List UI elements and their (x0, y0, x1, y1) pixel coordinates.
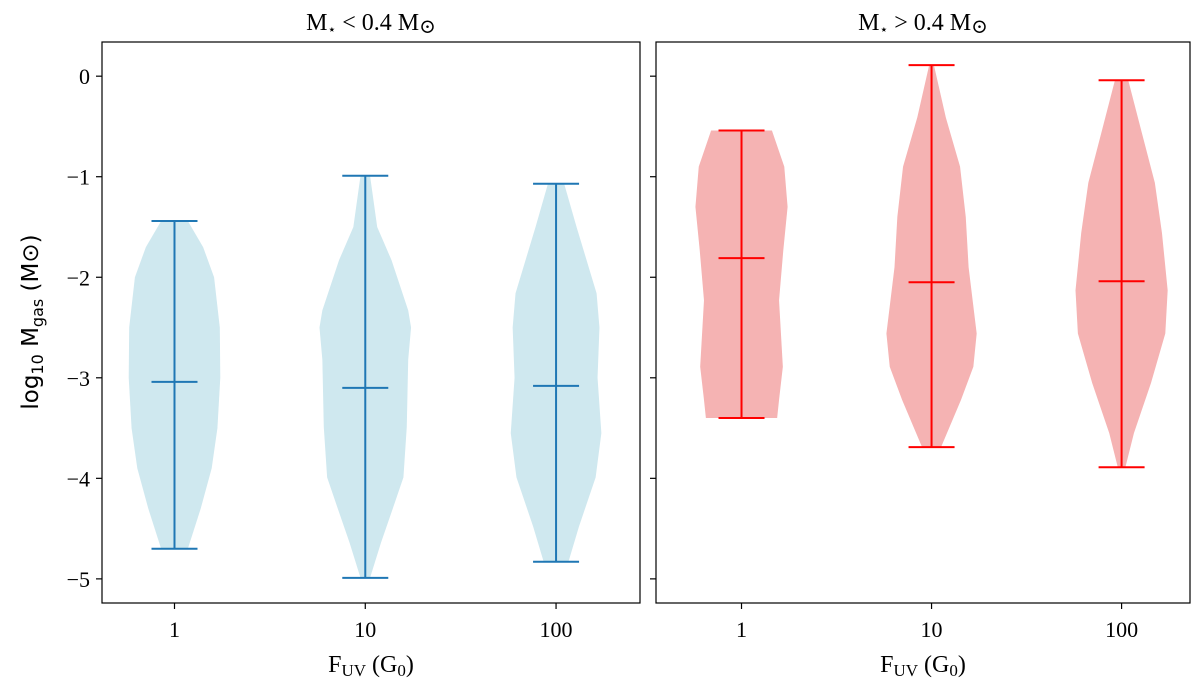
x-tick-label: 10 (354, 617, 376, 642)
y-tick-label: −1 (67, 165, 90, 190)
x-tick-label: 100 (540, 617, 573, 642)
x-tick-label: 1 (169, 617, 180, 642)
y-tick-label: −3 (67, 366, 90, 391)
panel-high-mass: 1 10 100 (650, 41, 1191, 642)
panel-title-high-mass: M⋆ > 0.4 M⊙ (858, 10, 988, 38)
y-axis-label: log10 Mgas (M⊙) (18, 234, 47, 409)
y-tick-label: 0 (79, 64, 90, 89)
x-tick-label: 10 (921, 617, 943, 642)
x-tick-label: 1 (736, 617, 747, 642)
y-tick-label: −2 (67, 265, 90, 290)
axes-frame (655, 41, 1191, 604)
panel-low-mass: 1 10 100 0 −1 −2 −3 −4 −5 (67, 41, 641, 642)
y-tick-label: −4 (67, 466, 90, 491)
axes-frame (101, 41, 641, 604)
panel-title-low-mass: M⋆ < 0.4 M⊙ (306, 10, 436, 38)
x-tick-label: 100 (1105, 617, 1138, 642)
x-axis-label-high-mass: FUV (G0) (880, 652, 966, 680)
x-axis-label-low-mass: FUV (G0) (328, 652, 414, 680)
y-tick-label: −5 (67, 567, 90, 592)
